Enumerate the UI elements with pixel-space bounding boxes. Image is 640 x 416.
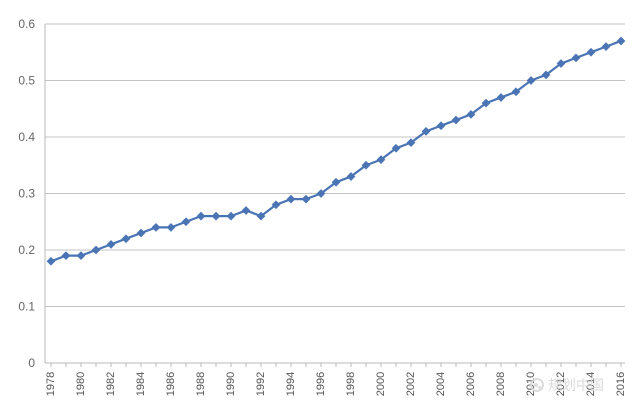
x-tick-label: 1992 — [255, 372, 267, 396]
data-point — [106, 239, 116, 249]
data-point — [256, 211, 266, 221]
x-tick-label: 2016 — [615, 372, 627, 396]
x-tick-label: 1998 — [345, 372, 357, 396]
x-tick-label: 1988 — [195, 372, 207, 396]
x-tick-label: 2010 — [525, 372, 537, 396]
data-point — [136, 228, 146, 238]
x-tick-label: 1986 — [165, 372, 177, 396]
data-point — [466, 110, 476, 119]
data-point — [271, 200, 281, 210]
data-point — [571, 53, 581, 63]
x-tick-label: 2008 — [495, 372, 507, 396]
data-point — [376, 155, 386, 164]
y-tick-label: 0.5 — [18, 74, 35, 88]
y-tick-label: 0.4 — [18, 130, 35, 144]
x-tick-label: 2006 — [465, 372, 477, 396]
data-point — [61, 251, 71, 261]
data-point — [391, 143, 401, 153]
data-point — [556, 59, 566, 68]
y-tick-label: 0.3 — [18, 187, 35, 201]
data-point — [121, 234, 131, 244]
data-point — [406, 138, 416, 148]
data-point — [76, 251, 86, 261]
data-point — [361, 160, 371, 170]
data-point — [241, 206, 251, 215]
data-point — [181, 217, 191, 227]
data-point — [211, 211, 221, 221]
data-point — [316, 189, 326, 198]
data-point — [616, 36, 626, 46]
x-tick-label: 1982 — [105, 372, 117, 396]
data-point — [301, 194, 311, 204]
x-tick-label: 1996 — [315, 372, 327, 396]
data-point — [421, 126, 431, 136]
x-tick-label: 2000 — [375, 372, 387, 396]
x-tick-label: 1994 — [285, 372, 297, 396]
data-point — [196, 211, 206, 221]
data-point — [331, 177, 341, 187]
data-point — [46, 256, 56, 266]
x-tick-label: 1980 — [75, 372, 87, 396]
data-point — [511, 87, 521, 97]
data-point — [91, 245, 101, 255]
x-tick-label: 2004 — [435, 372, 447, 396]
data-point — [166, 223, 176, 232]
data-point — [346, 172, 356, 181]
data-point — [541, 70, 551, 80]
data-point — [151, 223, 161, 232]
x-tick-label: 2014 — [585, 372, 597, 396]
data-point — [586, 47, 596, 57]
data-point — [481, 98, 491, 108]
y-tick-label: 0 — [28, 356, 35, 370]
data-point — [436, 121, 446, 131]
y-tick-label: 0.1 — [18, 300, 35, 314]
x-tick-label: 1990 — [225, 372, 237, 396]
x-tick-label: 1978 — [45, 372, 57, 396]
x-tick-label: 1984 — [135, 372, 147, 396]
y-tick-label: 0.2 — [18, 243, 35, 257]
x-tick-label: 2002 — [405, 372, 417, 396]
y-tick-label: 0.6 — [18, 17, 35, 31]
data-point — [286, 194, 296, 204]
data-point — [451, 115, 461, 125]
data-point — [526, 76, 536, 85]
data-point — [226, 211, 236, 221]
data-point — [601, 42, 611, 51]
data-point — [496, 93, 506, 102]
x-tick-label: 2012 — [555, 372, 567, 396]
